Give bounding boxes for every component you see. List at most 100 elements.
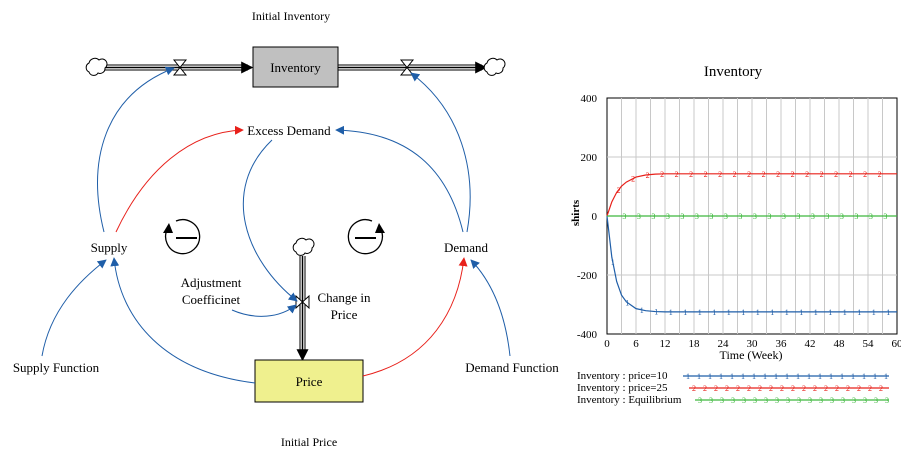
legend-marker: 2 [868, 384, 872, 393]
series-marker: 3 [709, 212, 713, 221]
legend-marker: 2 [747, 384, 751, 393]
series-marker: 3 [825, 212, 829, 221]
series-marker: 2 [646, 171, 650, 180]
legend-label: Inventory : price=10 [577, 370, 668, 382]
series-marker: 3 [753, 212, 757, 221]
x-tick-label: 48 [834, 338, 846, 350]
x-tick-label: 60 [892, 338, 901, 350]
series-marker: 3 [854, 212, 858, 221]
x-tick-label: 30 [747, 338, 759, 350]
series-marker: 3 [695, 212, 699, 221]
series-line [606, 173, 897, 217]
series-marker: 2 [689, 170, 693, 179]
change-in-label: Change in [317, 290, 371, 305]
inventory-chart: Inventory shirts Time (Week) 400 200 0 -200… [571, 64, 901, 406]
y-tick-label: -200 [577, 270, 598, 282]
series-marker: 1 [756, 308, 760, 317]
series-marker: 1 [843, 308, 847, 317]
series-marker: 3 [767, 212, 771, 221]
series-marker: 3 [622, 212, 626, 221]
x-tick-label: 36 [776, 338, 788, 350]
demand-label: Demand [444, 240, 489, 255]
legend-marker: 3 [830, 396, 834, 405]
legend-marker: 1 [862, 372, 866, 381]
series-marker: 3 [782, 212, 786, 221]
series-marker: 2 [863, 170, 867, 179]
series-marker: 3 [883, 212, 887, 221]
series-marker: 3 [738, 212, 742, 221]
legend-marker: 2 [857, 384, 861, 393]
y-axis-label: shirts [571, 199, 582, 226]
x-tick-label: 24 [718, 338, 730, 350]
legend-marker: 1 [708, 372, 712, 381]
series-marker: 2 [747, 170, 751, 179]
series-marker: 1 [814, 308, 818, 317]
supply-function-label: Supply Function [13, 360, 100, 375]
series-marker: 3 [637, 212, 641, 221]
x-tick-label: 12 [660, 338, 671, 350]
legend-marker: 3 [742, 396, 746, 405]
demand-function-label: Demand Function [465, 360, 559, 375]
cloud-icon [483, 57, 506, 76]
legend-marker: 3 [709, 396, 713, 405]
initial-price-label: Initial Price [281, 435, 337, 449]
legend-marker: 1 [807, 372, 811, 381]
legend-marker: 1 [884, 372, 888, 381]
y-tick-label: 400 [581, 93, 598, 105]
supply-label: Supply [91, 240, 128, 255]
legend-marker: 2 [824, 384, 828, 393]
legend-marker: 3 [720, 396, 724, 405]
series-marker: 1 [799, 308, 803, 317]
legend-marker: 2 [813, 384, 817, 393]
legend-marker: 3 [698, 396, 702, 405]
legend-marker: 2 [725, 384, 729, 393]
chart-title: Inventory [704, 64, 763, 80]
series-marker: 3 [724, 212, 728, 221]
series-marker: 3 [811, 212, 815, 221]
legend-marker: 3 [775, 396, 779, 405]
legend-marker: 1 [785, 372, 789, 381]
legend-marker: 3 [753, 396, 757, 405]
series-marker: 2 [878, 170, 882, 179]
legend-marker: 1 [763, 372, 767, 381]
y-tick-label: -400 [577, 329, 598, 341]
legend-marker: 1 [686, 372, 690, 381]
coefficient-label: Coefficinet [182, 292, 241, 307]
legend-marker: 2 [736, 384, 740, 393]
series-marker: 3 [869, 212, 873, 221]
legend-marker: 1 [774, 372, 778, 381]
legend-marker: 1 [719, 372, 723, 381]
legend-marker: 1 [741, 372, 745, 381]
series-marker: 2 [762, 170, 766, 179]
series-marker: 3 [840, 212, 844, 221]
series-marker: 1 [654, 308, 658, 317]
price-valve-icon [295, 294, 310, 310]
series-marker: 1 [727, 308, 731, 317]
series-marker: 2 [675, 170, 679, 179]
series-marker: 1 [698, 308, 702, 317]
series-marker: 3 [666, 212, 670, 221]
series-marker: 2 [805, 170, 809, 179]
x-tick-label: 0 [604, 338, 610, 350]
series-marker: 2 [776, 170, 780, 179]
legend-marker: 2 [703, 384, 707, 393]
legend-marker: 2 [835, 384, 839, 393]
balancing-loop-icon [347, 219, 385, 255]
legend-marker: 1 [818, 372, 822, 381]
legend-marker: 2 [692, 384, 696, 393]
x-tick-label: 42 [805, 338, 816, 350]
inventory-stock [252, 46, 339, 88]
legend-marker: 3 [852, 396, 856, 405]
initial-inventory-label: Initial Inventory [252, 9, 330, 23]
legend-marker: 3 [764, 396, 768, 405]
legend-marker: 2 [879, 384, 883, 393]
legend-marker: 3 [786, 396, 790, 405]
legend-marker: 3 [819, 396, 823, 405]
series-line [606, 215, 897, 313]
legend-marker: 3 [874, 396, 878, 405]
legend-marker: 3 [863, 396, 867, 405]
legend-marker: 1 [796, 372, 800, 381]
price-label: Price [296, 374, 323, 389]
inventory-flow-pipe [104, 61, 488, 74]
